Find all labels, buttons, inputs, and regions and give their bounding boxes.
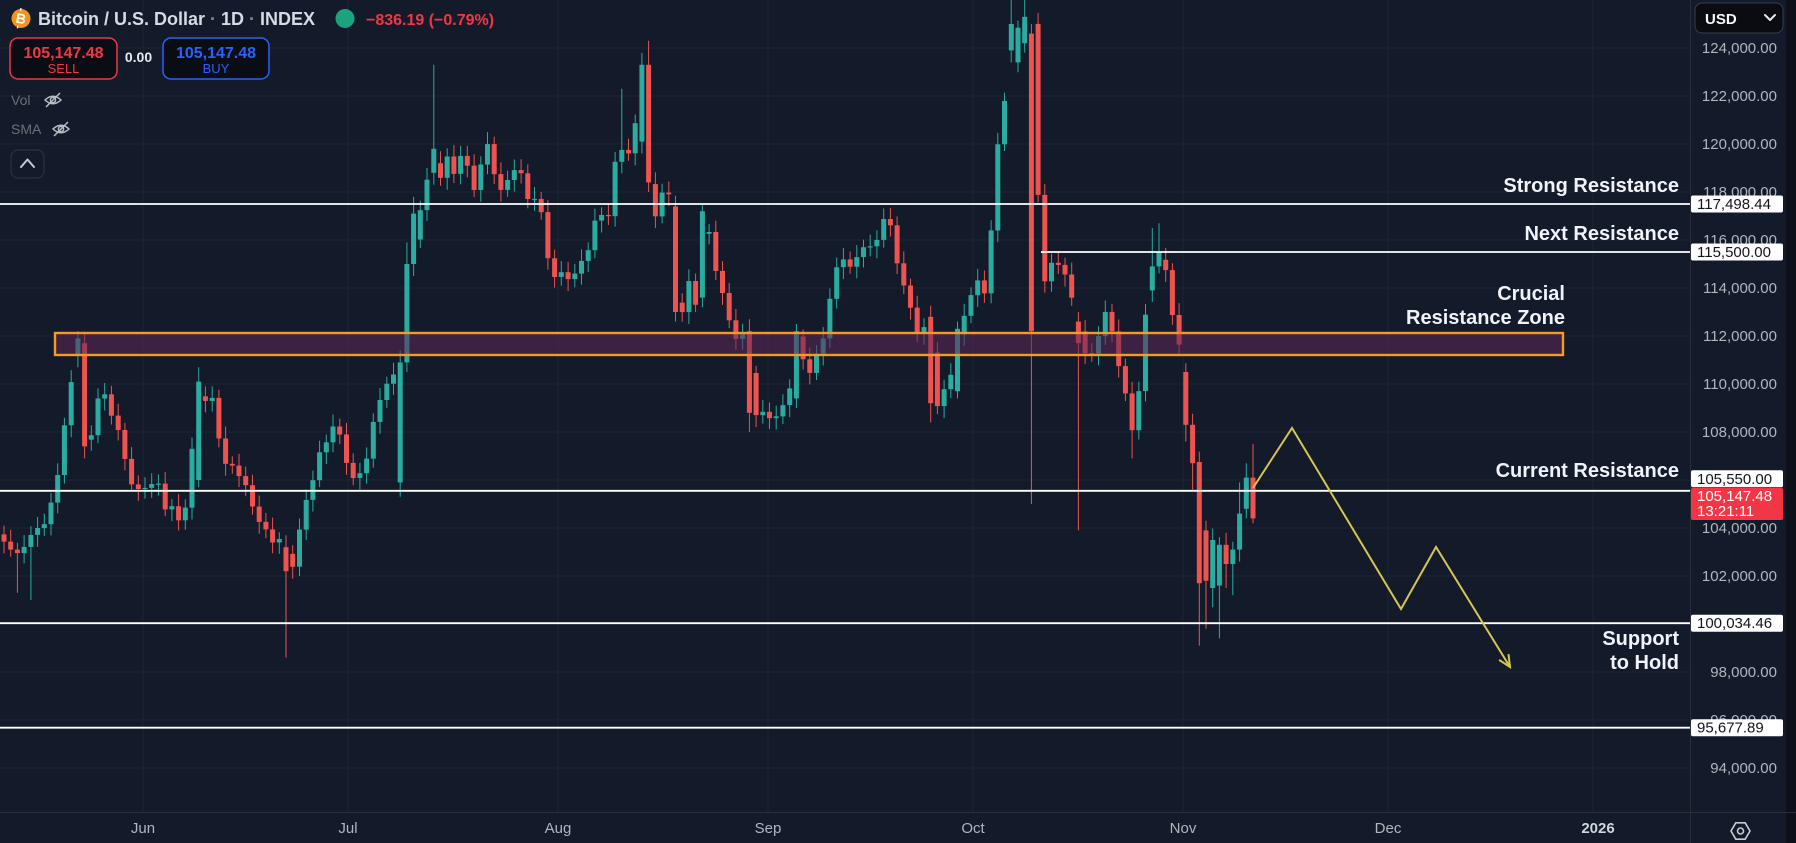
svg-text:95,677.89: 95,677.89 <box>1697 720 1764 737</box>
svg-text:100,034.46: 100,034.46 <box>1697 615 1772 632</box>
svg-text:Strong Resistance: Strong Resistance <box>1503 175 1679 197</box>
svg-text:Jun: Jun <box>131 820 155 837</box>
svg-text:Vol: Vol <box>11 92 30 108</box>
svg-text:105,550.00: 105,550.00 <box>1697 471 1772 488</box>
svg-text:Crucial: Crucial <box>1497 283 1565 305</box>
svg-text:Jul: Jul <box>338 820 357 837</box>
svg-text:94,000.00: 94,000.00 <box>1710 760 1777 777</box>
svg-text:Bitcoin / U.S. Dollar · 1D · I: Bitcoin / U.S. Dollar · 1D · INDEX <box>38 9 315 29</box>
svg-text:98,000.00: 98,000.00 <box>1710 664 1777 681</box>
svg-text:USD: USD <box>1705 11 1737 28</box>
svg-text:105,147.48: 105,147.48 <box>1697 488 1772 505</box>
svg-text:117,498.44: 117,498.44 <box>1697 196 1771 213</box>
svg-text:112,000.00: 112,000.00 <box>1703 328 1777 345</box>
svg-text:0.00: 0.00 <box>125 49 152 65</box>
svg-text:122,000.00: 122,000.00 <box>1702 88 1777 105</box>
svg-text:2026: 2026 <box>1581 820 1614 837</box>
svg-text:Nov: Nov <box>1170 820 1197 837</box>
svg-text:Sep: Sep <box>755 820 782 837</box>
svg-text:114,000.00: 114,000.00 <box>1703 280 1777 297</box>
svg-text:115,500.00: 115,500.00 <box>1697 244 1771 261</box>
svg-text:Support: Support <box>1602 628 1679 650</box>
svg-text:Oct: Oct <box>961 820 985 837</box>
svg-text:Aug: Aug <box>545 820 572 837</box>
svg-text:Current Resistance: Current Resistance <box>1496 460 1679 482</box>
svg-text:104,000.00: 104,000.00 <box>1702 520 1777 537</box>
svg-text:Dec: Dec <box>1375 820 1402 837</box>
svg-text:−836.19 (−0.79%): −836.19 (−0.79%) <box>366 12 494 29</box>
svg-text:B: B <box>15 10 28 28</box>
svg-text:108,000.00: 108,000.00 <box>1702 424 1777 441</box>
svg-text:105,147.48: 105,147.48 <box>23 45 103 62</box>
svg-text:to Hold: to Hold <box>1610 652 1679 674</box>
svg-text:Next Resistance: Next Resistance <box>1524 223 1679 245</box>
svg-text:105,147.48: 105,147.48 <box>176 45 256 62</box>
svg-text:124,000.00: 124,000.00 <box>1702 40 1777 57</box>
svg-text:Resistance Zone: Resistance Zone <box>1406 307 1565 329</box>
svg-text:SMA: SMA <box>11 121 42 137</box>
svg-text:110,000.00: 110,000.00 <box>1703 376 1777 393</box>
svg-text:SELL: SELL <box>48 61 80 76</box>
svg-text:13:21:11: 13:21:11 <box>1697 503 1754 520</box>
svg-text:102,000.00: 102,000.00 <box>1702 568 1777 585</box>
svg-text:BUY: BUY <box>203 61 230 76</box>
svg-text:120,000.00: 120,000.00 <box>1702 136 1777 153</box>
